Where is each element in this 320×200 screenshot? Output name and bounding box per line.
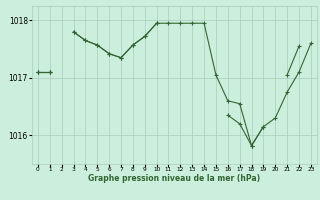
X-axis label: Graphe pression niveau de la mer (hPa): Graphe pression niveau de la mer (hPa) <box>88 174 260 183</box>
